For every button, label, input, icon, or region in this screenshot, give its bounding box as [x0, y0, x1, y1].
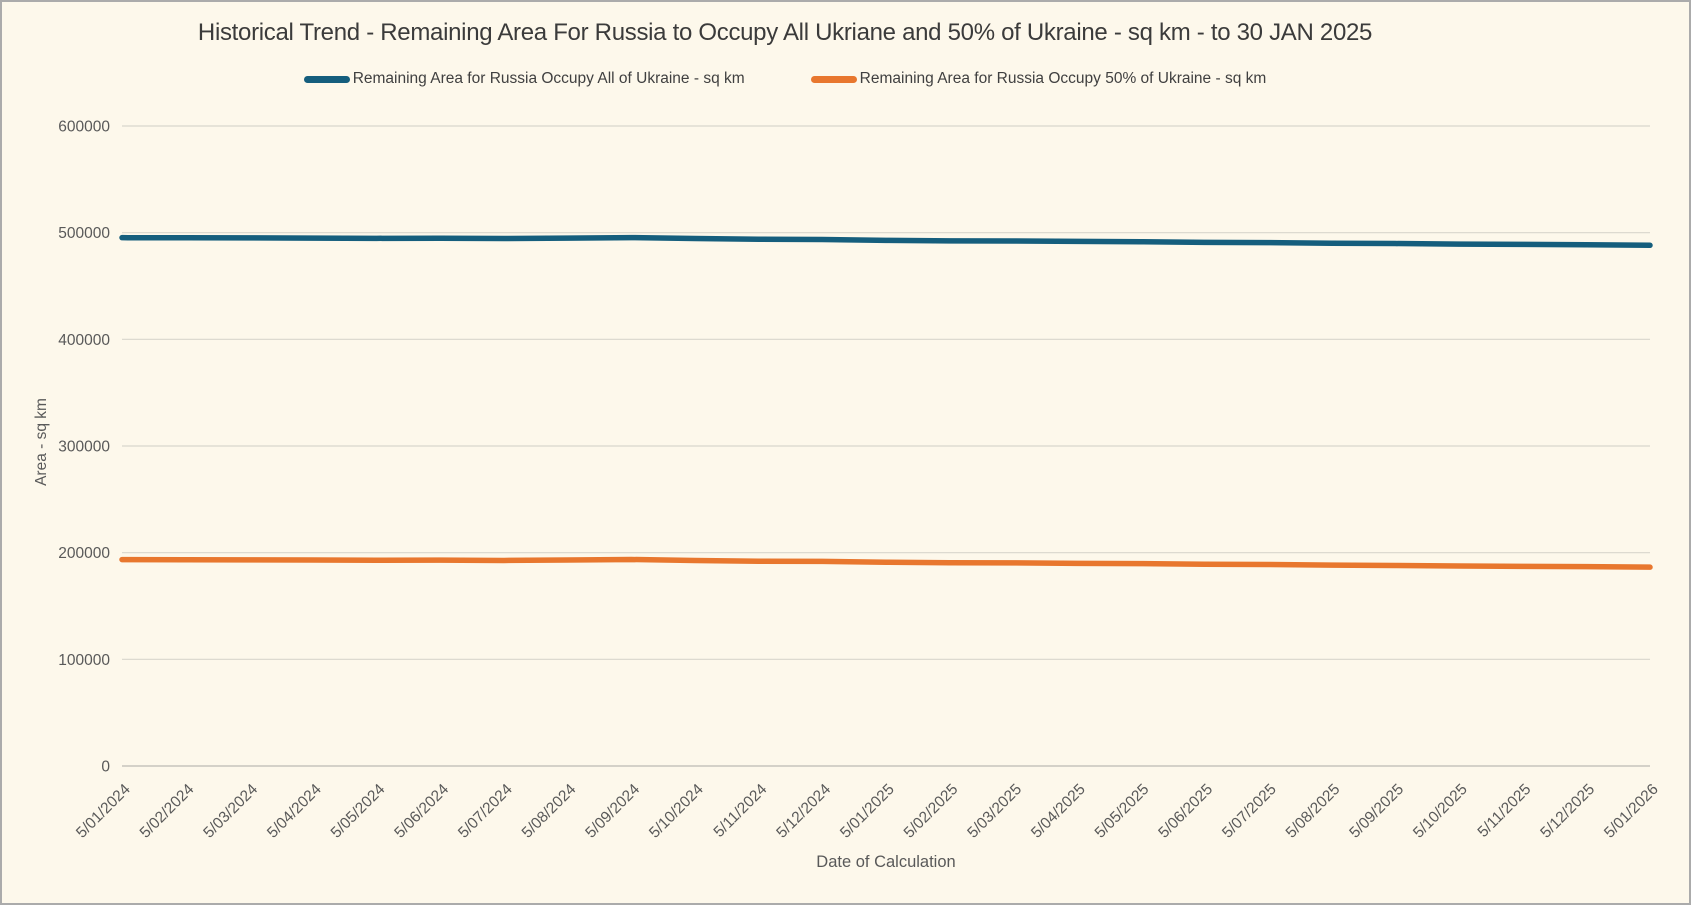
legend-swatch-50pct-ukraine-icon	[810, 75, 857, 83]
x-tick-label: 5/01/2024	[73, 781, 134, 842]
y-tick-label: 0	[101, 759, 110, 776]
x-tick-label: 5/11/2025	[1475, 781, 1535, 841]
x-tick-label: 5/06/2025	[1155, 781, 1216, 842]
legend-item-50pct-ukraine: Remaining Area for Russia Occupy 50% of …	[810, 70, 1267, 88]
y-tick-label: 200000	[58, 545, 110, 562]
x-axis-title: Date of Calculation	[816, 853, 956, 871]
y-tick-label: 500000	[58, 225, 110, 242]
x-tick-label: 5/10/2025	[1410, 781, 1471, 842]
x-tick-label: 5/04/2025	[1028, 781, 1089, 842]
x-tick-label: 5/09/2024	[582, 781, 643, 842]
x-tick-label: 5/07/2025	[1219, 781, 1280, 842]
x-tick-label: 5/02/2025	[901, 781, 962, 842]
legend-label-all-ukraine: Remaining Area for Russia Occupy All of …	[352, 70, 745, 87]
x-tick-label: 5/04/2024	[264, 781, 325, 842]
x-tick-label: 5/03/2024	[200, 781, 261, 842]
x-tick-label: 5/01/2026	[1601, 781, 1662, 842]
x-tick-label: 5/10/2024	[646, 781, 707, 842]
legend-item-all-ukraine: Remaining Area for Russia Occupy All of …	[303, 70, 745, 88]
y-tick-label: 600000	[58, 119, 110, 136]
x-tick-label: 5/02/2024	[137, 781, 198, 842]
x-tick-label: 5/05/2024	[328, 781, 389, 842]
y-tick-label: 300000	[58, 439, 110, 456]
legend-swatch-all-ukraine-icon	[303, 75, 350, 83]
y-tick-label: 100000	[58, 652, 110, 669]
x-tick-label: 5/03/2025	[964, 781, 1025, 842]
y-axis-title: Area - sq km	[33, 398, 50, 486]
x-tick-label: 5/12/2025	[1537, 781, 1598, 842]
series-line-all-ukraine	[119, 234, 1653, 249]
x-tick-label: 5/06/2024	[391, 781, 452, 842]
series-line-50pct-ukraine	[119, 556, 1653, 570]
x-tick-label: 5/08/2025	[1283, 781, 1344, 842]
y-tick-label: 400000	[58, 332, 110, 349]
legend: Remaining Area for Russia Occupy All of …	[2, 70, 1568, 88]
x-tick-label: 5/05/2025	[1092, 781, 1153, 842]
legend-label-50pct-ukraine: Remaining Area for Russia Occupy 50% of …	[859, 70, 1267, 87]
chart-title: Historical Trend - Remaining Area For Ru…	[197, 19, 1373, 46]
x-tick-label: 5/07/2024	[455, 781, 516, 842]
x-tick-label: 5/11/2024	[711, 781, 771, 841]
x-tick-label: 5/01/2025	[837, 781, 898, 842]
x-tick-label: 5/12/2024	[773, 781, 834, 842]
x-tick-label: 5/08/2024	[519, 781, 580, 842]
x-tick-label: 5/09/2025	[1346, 781, 1407, 842]
